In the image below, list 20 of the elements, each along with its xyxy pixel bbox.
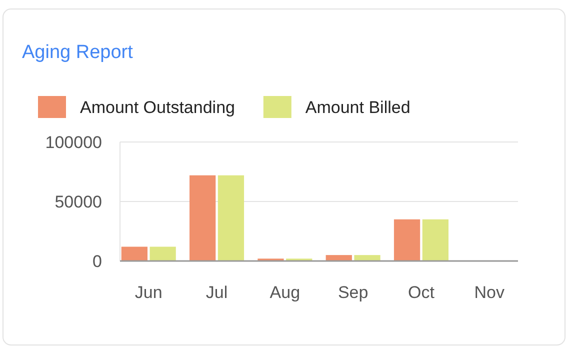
chart-title: Aging Report: [22, 42, 134, 63]
legend-label: Amount Outstanding: [80, 98, 235, 117]
x-tick-label: Jul: [206, 283, 228, 302]
bar: [326, 255, 352, 261]
x-tick-label: Nov: [474, 283, 505, 302]
bar: [218, 175, 244, 261]
bar: [354, 255, 380, 261]
x-tick-label: Jun: [134, 283, 162, 302]
y-tick-label: 0: [92, 252, 102, 271]
x-tick-label: Sep: [338, 283, 368, 302]
bar: [422, 219, 448, 261]
bar: [190, 175, 216, 261]
bar: [121, 246, 148, 261]
y-tick-label: 50000: [54, 192, 102, 212]
x-tick-label: Aug: [270, 283, 300, 302]
x-tick-label: Oct: [408, 283, 435, 302]
bar: [150, 246, 176, 261]
legend-label: Amount Billed: [305, 98, 410, 117]
y-tick-label: 100000: [45, 133, 102, 152]
bar: [394, 219, 420, 261]
